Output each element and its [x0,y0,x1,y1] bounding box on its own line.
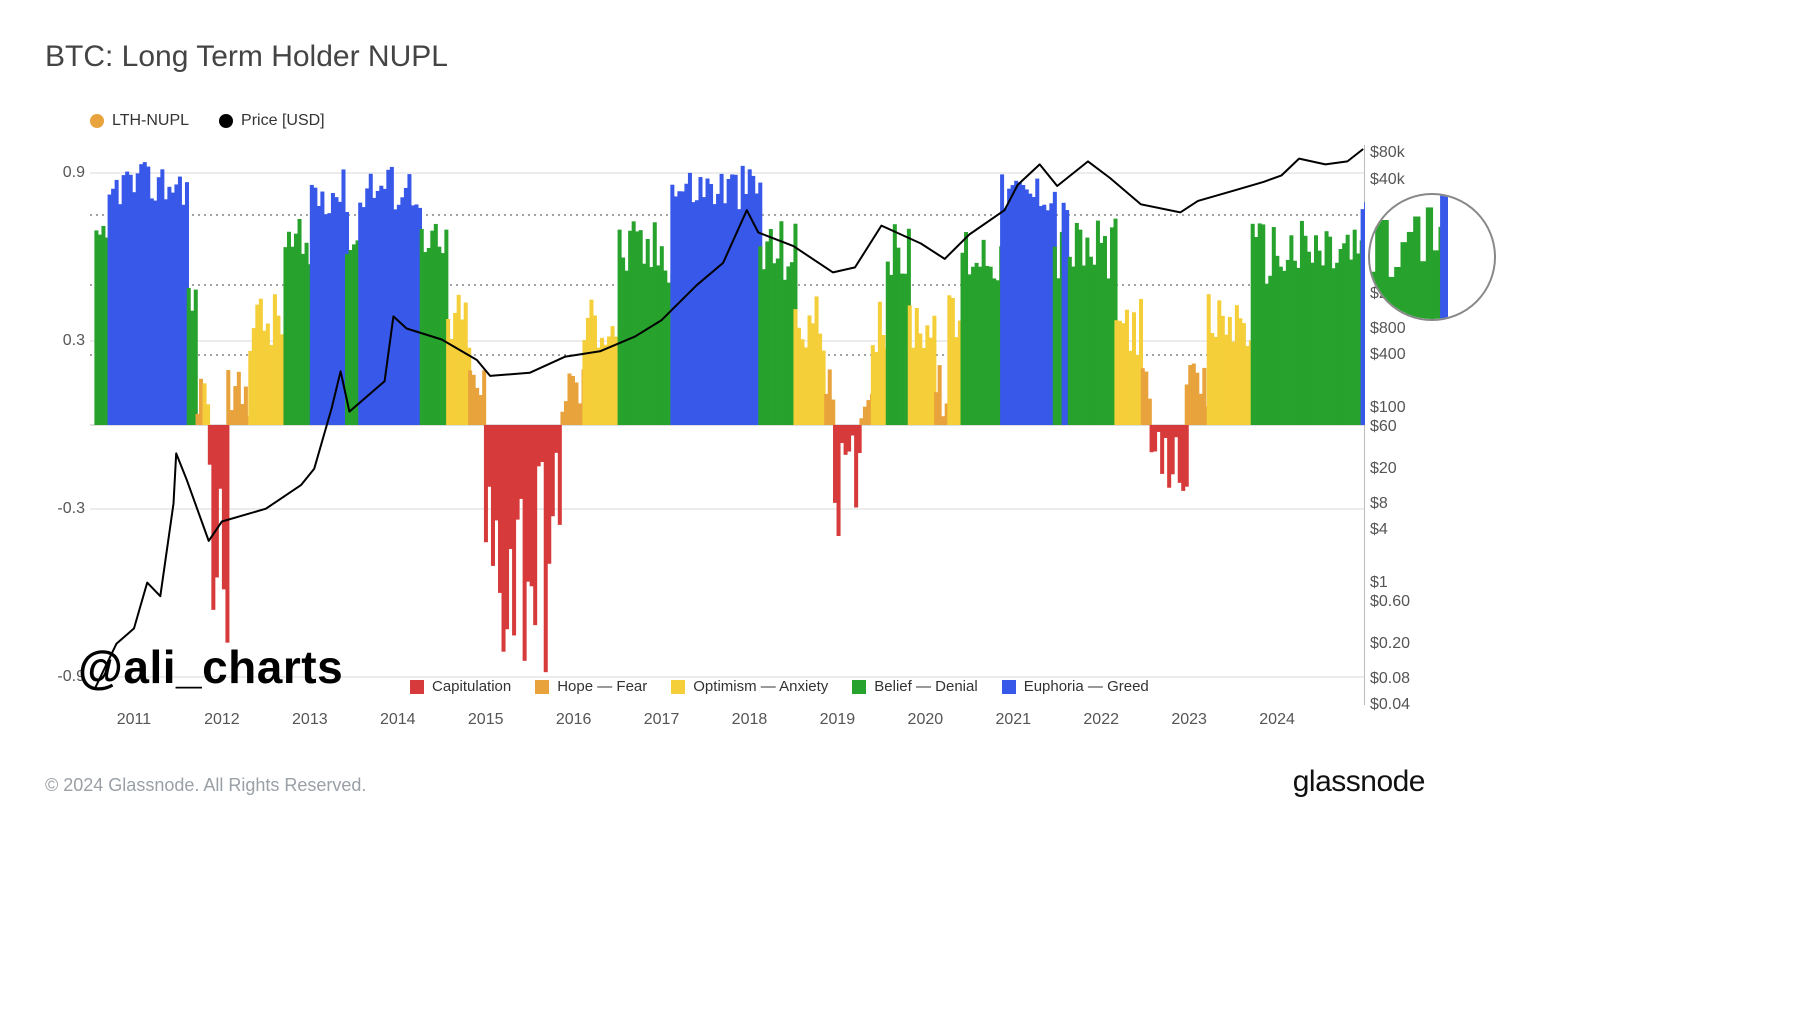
x-tick-label: 2024 [1259,711,1295,729]
x-tick-label: 2020 [908,711,944,729]
magnifier-lens [1368,193,1496,321]
legend-item: Belief — Denial [852,678,977,695]
x-tick-label: 2013 [292,711,328,729]
brand-text: glassnode [1293,765,1425,799]
y-right-tick-label: $40k [1370,171,1450,189]
x-tick-label: 2015 [468,711,504,729]
x-tick-label: 2019 [820,711,856,729]
legend-label: Price [USD] [241,112,325,130]
y-right-tick-label: $60 [1370,418,1450,436]
y-left-tick-label: 0.3 [35,332,85,350]
legend-label: Capitulation [432,678,511,695]
swatch-icon [219,114,233,128]
legend-label: Hope — Fear [557,678,647,695]
chart: -0.9-0.30.30.9 $0.04$0.08$0.20$0.60$1$4$… [90,145,1365,705]
swatch-icon [410,680,424,694]
legend-label: Euphoria — Greed [1024,678,1149,695]
swatch-icon [671,680,685,694]
legend-item: Optimism — Anxiety [671,678,828,695]
x-tick-label: 2023 [1171,711,1207,729]
y-right-tick-label: $80k [1370,144,1450,162]
x-tick-label: 2021 [995,711,1031,729]
y-right-tick-label: $400 [1370,346,1450,364]
y-right-tick-label: $100 [1370,399,1450,417]
y-right-tick-label: $0.60 [1370,593,1450,611]
y-right-tick-label: $0.20 [1370,635,1450,653]
y-right-tick-label: $1 [1370,574,1450,592]
legend-label: Belief — Denial [874,678,977,695]
x-tick-label: 2022 [1083,711,1119,729]
y-right-tick-label: $4 [1370,521,1450,539]
swatch-icon [90,114,104,128]
x-tick-label: 2018 [732,711,768,729]
legend-item: LTH-NUPL [90,112,189,130]
watermark-text: @ali_charts [78,640,343,694]
legend-item: Hope — Fear [535,678,647,695]
y-right-tick-label: $0.08 [1370,670,1450,688]
legend-label: LTH-NUPL [112,112,189,130]
y-left-axis-labels: -0.9-0.30.30.9 [50,145,85,705]
legend-item: Price [USD] [219,112,325,130]
chart-title: BTC: Long Term Holder NUPL [45,40,448,74]
x-tick-label: 2011 [117,711,151,729]
x-tick-label: 2016 [556,711,592,729]
legend-item: Capitulation [410,678,511,695]
x-tick-label: 2012 [204,711,240,729]
x-tick-label: 2017 [644,711,680,729]
swatch-icon [852,680,866,694]
magnifier-svg [1368,193,1448,321]
legend-bottom: Capitulation Hope — Fear Optimism — Anxiet… [410,678,1149,695]
legend-item: Euphoria — Greed [1002,678,1149,695]
y-right-tick-label: $0.04 [1370,696,1450,714]
swatch-icon [535,680,549,694]
y-right-tick-label: $20 [1370,460,1450,478]
x-axis-labels: 2011 2012 2013 2014 2015 2016 2017 2018 2019 2020… [90,711,1365,733]
legend-label: Optimism — Anxiety [693,678,828,695]
legend-top: LTH-NUPL Price [USD] [90,112,325,130]
y-left-tick-label: -0.3 [35,500,85,518]
y-right-tick-label: $800 [1370,320,1450,338]
y-right-tick-label: $8 [1370,495,1450,513]
page: BTC: Long Term Holder NUPL LTH-NUPL Price… [0,0,1800,1013]
chart-svg [90,145,1365,705]
swatch-icon [1002,680,1016,694]
x-tick-label: 2014 [380,711,416,729]
copyright-text: © 2024 Glassnode. All Rights Reserved. [45,775,366,796]
y-left-tick-label: 0.9 [35,164,85,182]
